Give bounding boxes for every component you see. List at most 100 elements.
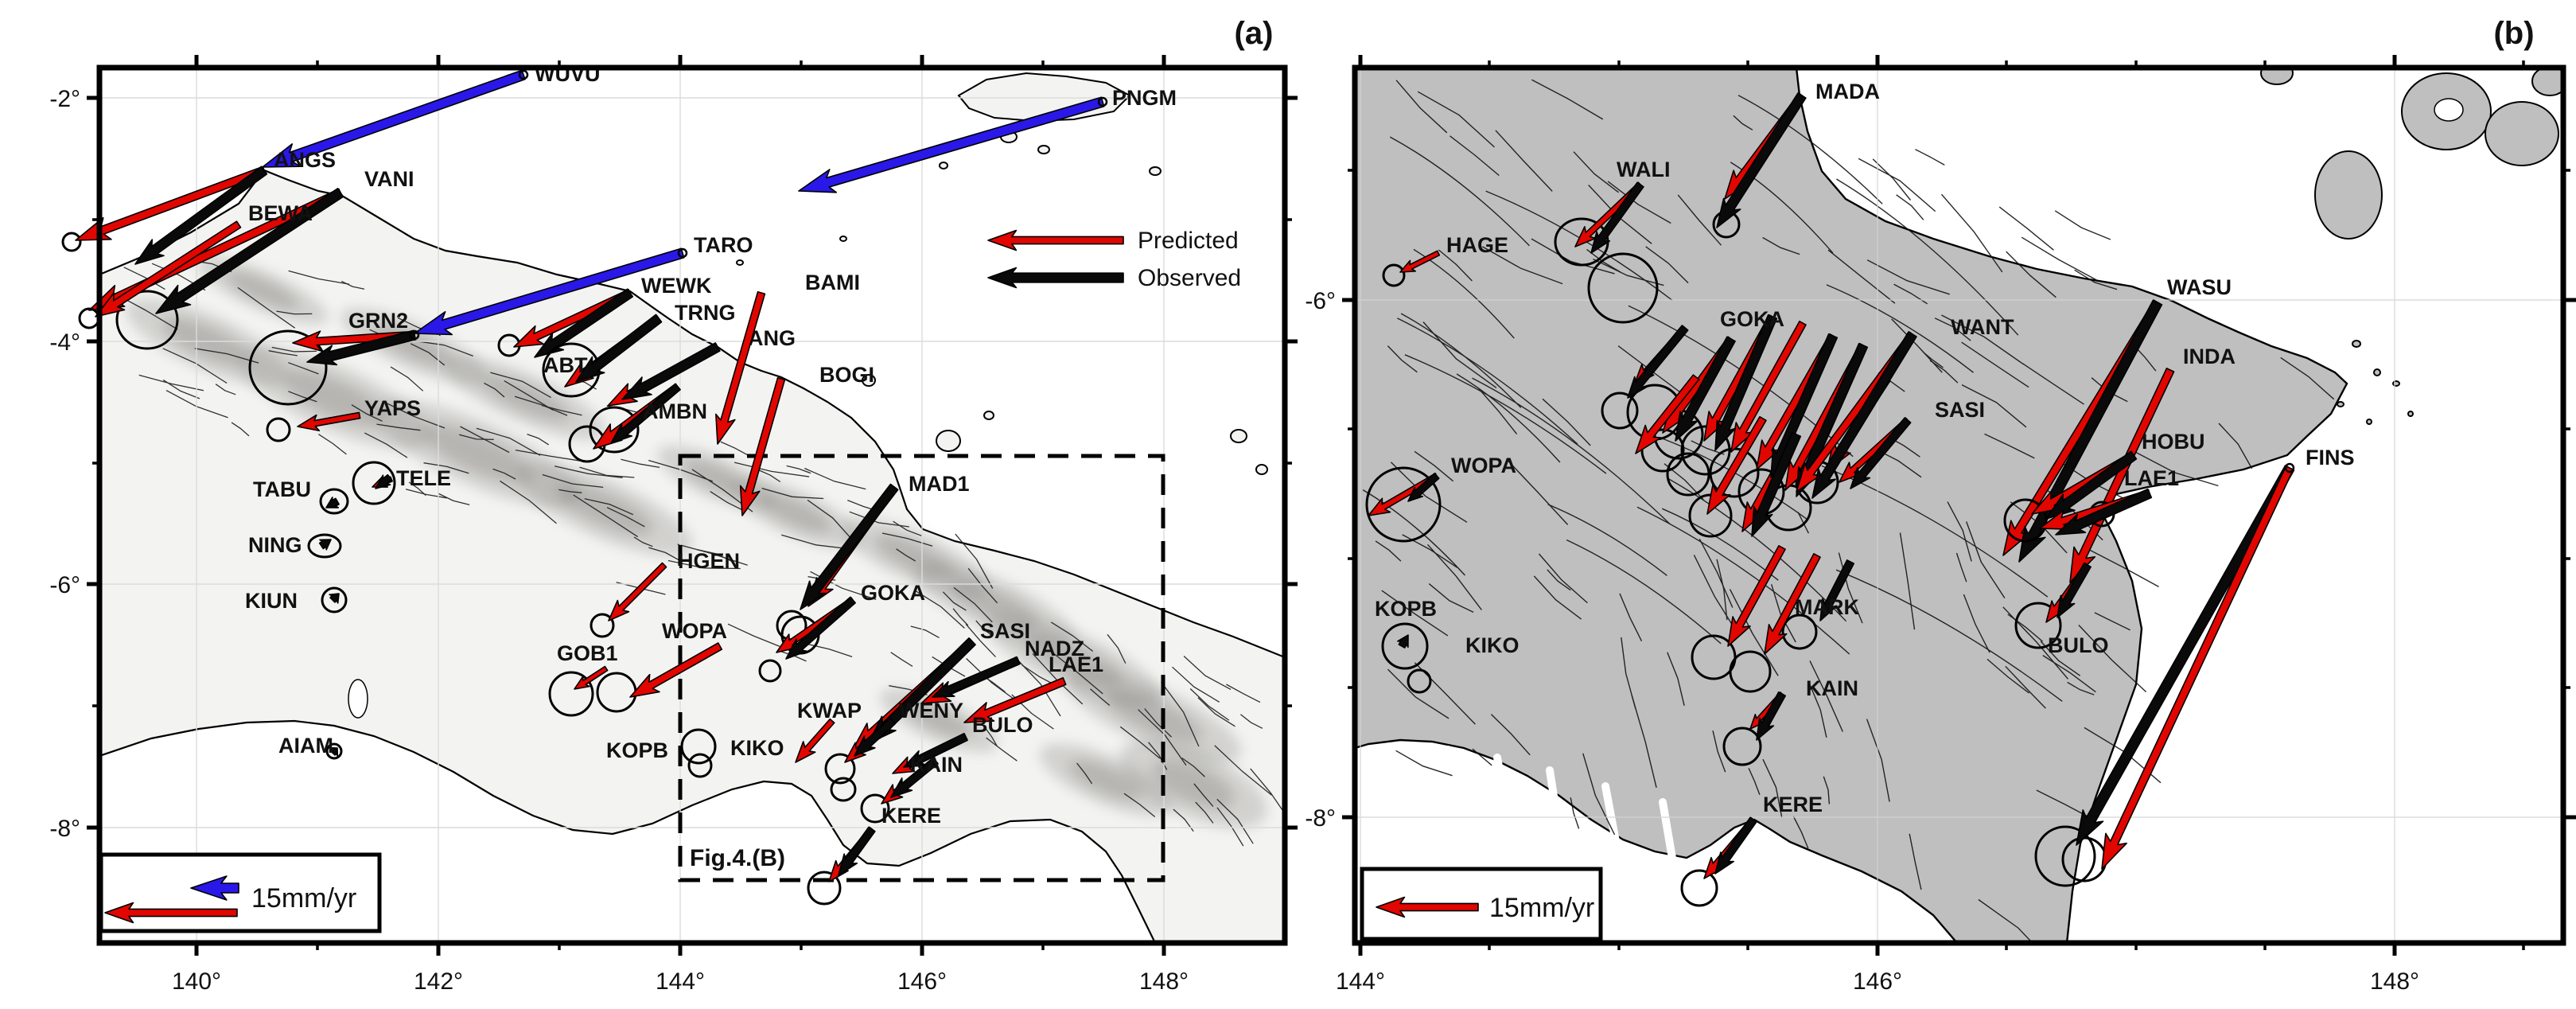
error-ellipse-cluster [1666,452,1710,497]
error-ellipse-FINS [2034,825,2096,887]
arrow-observed-cluster [1751,431,1802,537]
error-ellipse-NING [307,533,342,559]
station-label-SASI: SASI [980,619,1030,643]
arrow-predicted-cluster [1730,320,1807,453]
arrow-predicted-HGEN [608,562,667,621]
island [939,162,948,169]
station-label-HOBU: HOBU [2142,430,2205,454]
arrow-observed-MAD1 [800,483,899,610]
station-label-TRNG: TRNG [675,301,736,325]
station-label-VANI: VANI [364,167,414,191]
station-label-HAGE: HAGE [1446,233,1508,257]
station-label-NADZ: NADZ [1025,637,1084,660]
error-ellipse-KOPB [1407,668,1432,694]
arrow-observed-SASI [1850,417,1912,489]
y-tick-label: -4° [49,329,80,356]
scale-box-a [99,852,382,933]
error-ellipse-BEWA [78,307,100,329]
arrow-observed-cluster [1675,336,1736,442]
station-label-SASI: SASI [1935,398,1985,422]
x-tick-label: 146° [1853,968,1902,995]
island [1255,464,1268,475]
scale-arrow-blue-a [190,875,239,901]
station-label-MARK: MARK [1795,595,1859,619]
station-label-FINS: FINS [2306,446,2355,469]
arrow-observed-MADA [1716,92,1807,228]
scale-arrow-red-a [104,902,238,924]
station-label-GOB1: GOB1 [557,641,618,665]
arrow-observed-VANI [155,188,344,314]
scale-label-b: 15mm/yr [1489,893,1594,923]
arrow-observed-LAE1 [2055,488,2153,536]
island [1149,166,1162,176]
legend-predicted-label: Predicted [1138,228,1239,254]
panel-a-vectors: Fig.4.(B)WUVUPNGMTAROANGSVANIBEWAGRN2WEW… [61,62,1241,933]
panel-b-frame: 144° 146° 148° -6° -8° [1305,55,2576,995]
x-tick-label: 146° [897,968,947,995]
panel-a-letter: (a) [1235,16,1274,51]
arrow-observed-GRN2 [306,329,417,366]
station-label-YAPS: YAPS [364,396,421,420]
arrow-observed-AIAM [328,746,339,758]
arrow-observed-KIUN [329,593,340,604]
station-label-AMBN: AMBN [643,399,707,423]
station-label-KERE: KERE [881,804,941,828]
error-ellipse-BULO [2014,602,2062,649]
arrow-predicted-LAE1 [963,676,1067,723]
station-dot-PNGM [1097,96,1108,107]
y-tick-label: -6° [1305,288,1336,314]
arrow-observed-WENY [854,717,897,757]
island [983,411,994,420]
error-ellipse-GRN2 [248,329,328,406]
station-label-GRN2: GRN2 [348,309,408,333]
station-label-BULO: BULO [972,713,1033,737]
station-label-BEWA: BEWA [248,201,313,225]
island [2373,368,2381,376]
panel-b-letter: (b) [2493,16,2534,51]
arrow-observed-cluster [1796,342,1869,497]
station-label-ANGS: ANGS [274,148,336,172]
error-ellipse-MARK [1781,614,1818,650]
arrow-observed-AMBN [610,383,681,444]
arrow-predicted-BEWA [95,220,242,318]
station-label-TELE: TELE [396,466,451,490]
error-ellipse-GOKA [1601,392,1639,430]
island [2366,419,2372,425]
error-ellipse-HGEN [590,613,615,638]
panel-a-frame: 140° 142° 144° 146° 148° -2° -4° -6° -8° [49,55,1298,995]
arrow-observed-ANGS [134,166,268,265]
arrow-observed-KOPB [1397,634,1409,649]
arrow-observed-GOKA [785,596,856,660]
arrow-predicted-MARK [1764,553,1821,655]
lake [348,679,368,719]
arrow-observed-GOKA [1627,325,1689,399]
station-label-WOPA: WOPA [1451,454,1516,477]
panel-b-map [1355,68,2563,943]
x-tick-label: 140° [172,968,221,995]
arrow-observed-BULO [2057,562,2092,618]
station-label-KAIN: KAIN [1806,676,1858,700]
arrow-predicted-BOGI [739,376,786,516]
error-ellipse-HAGE [1382,263,1406,287]
station-label-KIKO: KIKO [730,736,784,760]
error-ellipse-ANGS [61,232,82,252]
station-label-PNGM: PNGM [1112,86,1177,110]
station-label-INDA: INDA [2183,345,2236,368]
gridlines [99,68,1285,943]
error-ellipse-GOKA [758,659,782,683]
error-ellipse-cluster [1640,428,1685,473]
error-ellipse-KAIN [860,793,890,824]
y-tick-label: -8° [49,816,80,842]
error-ellipse-MARK [1729,650,1772,693]
island [736,259,744,266]
error-ellipse-KWAP [830,777,857,802]
station-label-KAIN: KAIN [910,753,963,777]
arrow-observed-TABU [325,497,340,508]
x-tick-label: 144° [1336,968,1385,995]
fault-lines [111,259,1285,847]
island [2531,68,2563,96]
station-label-MADA: MADA [1815,80,1880,103]
x-tick-label: 148° [2370,968,2419,995]
